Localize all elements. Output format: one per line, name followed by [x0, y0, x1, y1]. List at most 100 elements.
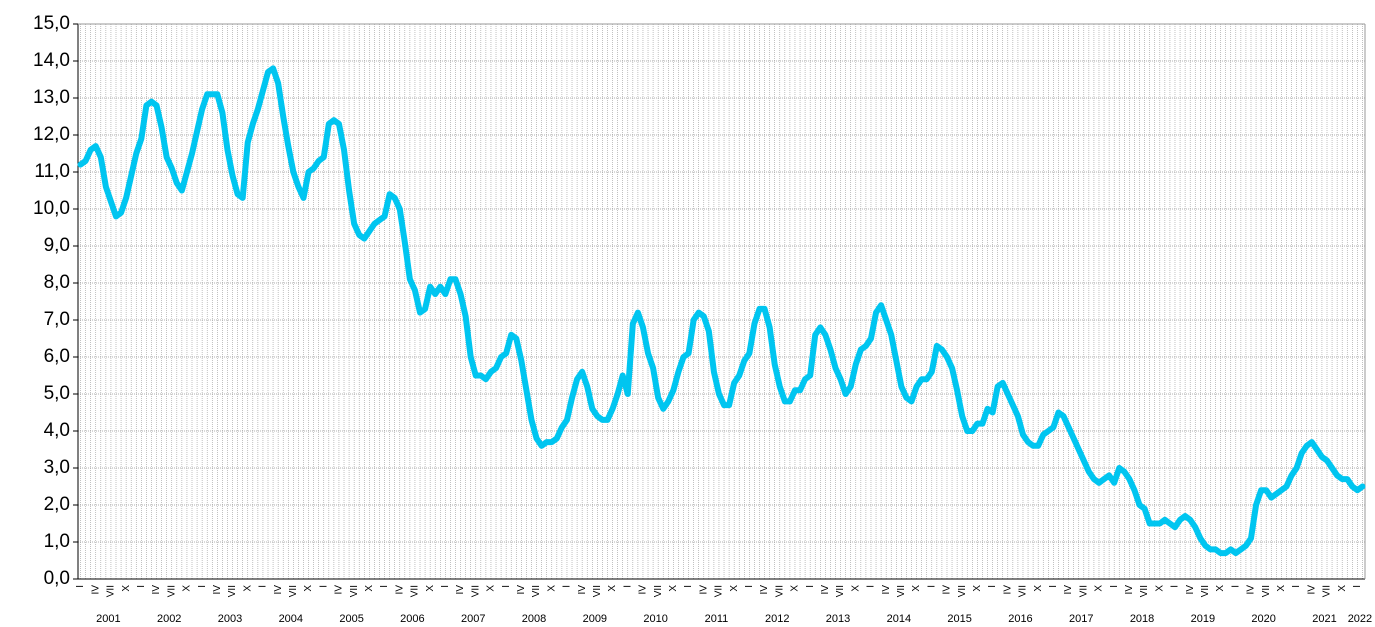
- x-tick-label: IV: [759, 585, 770, 595]
- x-tick-label: IV: [1124, 585, 1135, 595]
- x-tick-label: IV: [516, 585, 527, 595]
- x-tick-label: VII: [896, 585, 907, 597]
- x-tick-label: X: [1033, 585, 1044, 592]
- x-tick-label: I: [622, 585, 633, 588]
- x-tick-label: VII: [1322, 585, 1333, 597]
- x-tick-label: I: [1109, 585, 1120, 588]
- x-tick-label: IV: [90, 585, 101, 595]
- x-tick-label: IV: [273, 585, 284, 595]
- x-tick-label: X: [972, 585, 983, 592]
- year-label: 2007: [461, 613, 485, 625]
- x-tick-label: VII: [1200, 585, 1211, 597]
- y-tick-label: 15,0: [33, 13, 70, 34]
- x-tick-label: VII: [288, 585, 299, 597]
- x-tick-label: IV: [1185, 585, 1196, 595]
- y-tick-label: 7,0: [44, 309, 70, 330]
- x-tick-label: I: [136, 585, 147, 588]
- x-tick-label: IV: [1002, 585, 1013, 595]
- x-tick-label: VII: [106, 585, 117, 597]
- x-tick-label: I: [75, 585, 86, 588]
- year-label: 2015: [947, 613, 971, 625]
- x-tick-label: IV: [151, 585, 162, 595]
- x-tick-label: VII: [592, 585, 603, 597]
- y-tick-label: 2,0: [44, 494, 70, 515]
- x-tick-label: I: [987, 585, 998, 588]
- y-tick-label: 5,0: [44, 383, 70, 404]
- x-tick-label: I: [744, 585, 755, 588]
- x-tick-label: VII: [531, 585, 542, 597]
- year-label: 2019: [1191, 613, 1215, 625]
- x-tick-label: X: [790, 585, 801, 592]
- x-tick-label: VII: [470, 585, 481, 597]
- x-tick-label: I: [197, 585, 208, 588]
- y-tick-label: 9,0: [44, 235, 70, 256]
- x-tick-label: I: [379, 585, 390, 588]
- y-tick-label: 10,0: [33, 198, 70, 219]
- y-tick-label: 11,0: [34, 161, 70, 182]
- y-tick-label: 13,0: [33, 87, 70, 108]
- y-tick-label: 0,0: [44, 568, 70, 589]
- x-tick-label: IV: [820, 585, 831, 595]
- x-tick-label: I: [1352, 585, 1363, 588]
- x-tick-label: X: [1215, 585, 1226, 592]
- x-tick-label: X: [364, 585, 375, 592]
- x-tick-label: I: [805, 585, 816, 588]
- x-tick-label: X: [121, 585, 132, 592]
- year-label: 2013: [826, 613, 850, 625]
- x-tick-label: IV: [455, 585, 466, 595]
- year-label: 2020: [1251, 613, 1275, 625]
- year-label: 2021: [1312, 613, 1336, 625]
- x-tick-label: X: [1276, 585, 1287, 592]
- year-label: 2005: [339, 613, 363, 625]
- x-tick-label: X: [850, 585, 861, 592]
- x-tick-label: I: [562, 585, 573, 588]
- x-tick-label: I: [683, 585, 694, 588]
- y-tick-label: 6,0: [44, 346, 70, 367]
- x-tick-label: X: [242, 585, 253, 592]
- y-tick-label: 14,0: [33, 50, 70, 71]
- year-label: 2010: [643, 613, 667, 625]
- x-tick-label: IV: [212, 585, 223, 595]
- x-tick-label: VII: [714, 585, 725, 597]
- year-label: 2012: [765, 613, 789, 625]
- y-tick-label: 3,0: [44, 457, 70, 478]
- x-tick-label: VII: [835, 585, 846, 597]
- year-label: 2022: [1348, 613, 1372, 625]
- year-label: 2009: [583, 613, 607, 625]
- y-tick-label: 1,0: [44, 531, 70, 552]
- x-tick-label: X: [182, 585, 193, 592]
- x-tick-label: VII: [227, 585, 238, 597]
- x-tick-label: I: [866, 585, 877, 588]
- year-label: 2003: [218, 613, 242, 625]
- x-tick-label: IV: [334, 585, 345, 595]
- x-tick-label: X: [303, 585, 314, 592]
- x-tick-label: X: [1337, 585, 1348, 592]
- year-label: 2011: [705, 613, 729, 625]
- year-label: 2016: [1008, 613, 1032, 625]
- x-tick-label: VII: [1261, 585, 1272, 597]
- x-tick-label: I: [318, 585, 329, 588]
- x-tick-label: I: [926, 585, 937, 588]
- x-tick-label: VII: [653, 585, 664, 597]
- x-tick-label: VII: [410, 585, 421, 597]
- x-tick-label: X: [729, 585, 740, 592]
- year-label: 2018: [1130, 613, 1154, 625]
- x-tick-label: X: [1154, 585, 1165, 592]
- x-tick-label: VII: [166, 585, 177, 597]
- x-tick-label: X: [607, 585, 618, 592]
- year-label: 2002: [157, 613, 181, 625]
- x-tick-label: I: [1170, 585, 1181, 588]
- data-line: [77, 65, 1366, 557]
- x-tick-label: X: [486, 585, 497, 592]
- y-tick-label: 4,0: [44, 420, 70, 441]
- year-label: 2006: [400, 613, 424, 625]
- x-tick-label: X: [911, 585, 922, 592]
- x-tick-label: VII: [1018, 585, 1029, 597]
- year-label: 2004: [279, 613, 303, 625]
- x-tick-label: X: [668, 585, 679, 592]
- x-tick-label: VII: [1078, 585, 1089, 597]
- x-tick-label: X: [425, 585, 436, 592]
- y-tick-label: 8,0: [44, 272, 70, 293]
- x-tick-label: X: [1094, 585, 1105, 592]
